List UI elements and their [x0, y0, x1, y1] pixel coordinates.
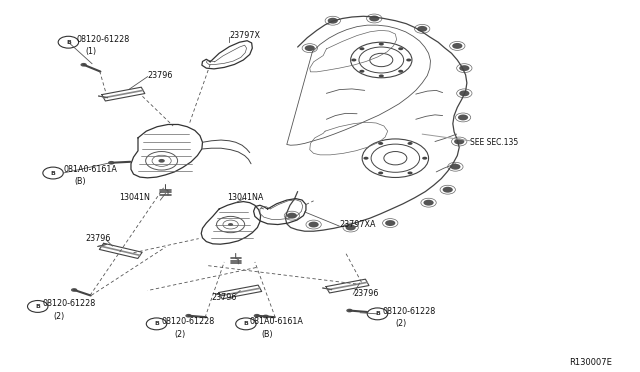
Text: 08120-61228: 08120-61228 — [42, 299, 95, 308]
Text: B: B — [51, 170, 56, 176]
Text: B: B — [243, 321, 248, 326]
Text: 23796: 23796 — [211, 294, 237, 302]
Circle shape — [454, 138, 465, 144]
Circle shape — [71, 288, 77, 292]
Circle shape — [308, 222, 319, 228]
Circle shape — [398, 47, 403, 50]
Text: 23797XA: 23797XA — [339, 221, 376, 230]
Circle shape — [228, 223, 233, 226]
Circle shape — [452, 43, 463, 49]
Text: 081A0-6161A: 081A0-6161A — [250, 317, 303, 326]
Circle shape — [364, 157, 369, 160]
Circle shape — [417, 26, 428, 32]
Text: R130007E: R130007E — [570, 357, 612, 366]
Circle shape — [451, 164, 461, 170]
Text: SEE SEC.135: SEE SEC.135 — [470, 138, 518, 147]
Text: 23796: 23796 — [86, 234, 111, 243]
Text: 23796: 23796 — [353, 289, 379, 298]
Circle shape — [287, 213, 297, 219]
Circle shape — [385, 220, 396, 226]
Circle shape — [253, 314, 260, 318]
Circle shape — [398, 70, 403, 73]
Text: B: B — [66, 40, 71, 45]
Circle shape — [378, 171, 383, 174]
Text: B: B — [375, 311, 380, 316]
Text: B: B — [154, 321, 159, 326]
Circle shape — [351, 58, 356, 61]
Circle shape — [406, 58, 412, 61]
Circle shape — [346, 309, 353, 312]
Circle shape — [424, 200, 434, 206]
Text: (1): (1) — [86, 47, 97, 56]
Text: (2): (2) — [54, 312, 65, 321]
Text: 13041NA: 13041NA — [227, 193, 264, 202]
Circle shape — [378, 142, 383, 145]
Circle shape — [186, 314, 192, 318]
Circle shape — [328, 18, 338, 24]
Circle shape — [408, 171, 413, 174]
Circle shape — [443, 187, 453, 193]
Circle shape — [369, 16, 380, 22]
Circle shape — [379, 74, 384, 77]
Circle shape — [408, 142, 413, 145]
Text: 081A0-6161A: 081A0-6161A — [63, 165, 117, 174]
Circle shape — [159, 159, 165, 163]
Circle shape — [379, 42, 384, 45]
Circle shape — [108, 161, 115, 165]
Text: B: B — [35, 304, 40, 309]
Circle shape — [81, 63, 87, 67]
Circle shape — [346, 225, 356, 231]
Text: 08120-61228: 08120-61228 — [162, 317, 215, 326]
Circle shape — [359, 70, 364, 73]
Circle shape — [458, 115, 468, 121]
Text: (2): (2) — [174, 330, 186, 339]
Circle shape — [262, 315, 269, 318]
Text: 08120-61228: 08120-61228 — [383, 307, 436, 316]
Text: 13041N: 13041N — [119, 193, 150, 202]
Text: 08120-61228: 08120-61228 — [76, 35, 129, 44]
Text: 23797X: 23797X — [229, 31, 260, 41]
Circle shape — [422, 157, 428, 160]
Circle shape — [359, 47, 364, 50]
Circle shape — [460, 65, 469, 71]
Circle shape — [305, 45, 315, 51]
Text: (2): (2) — [396, 320, 406, 328]
Text: (B): (B) — [261, 330, 273, 339]
Text: 23796: 23796 — [148, 71, 173, 80]
Text: (B): (B) — [74, 177, 86, 186]
Circle shape — [460, 90, 469, 96]
